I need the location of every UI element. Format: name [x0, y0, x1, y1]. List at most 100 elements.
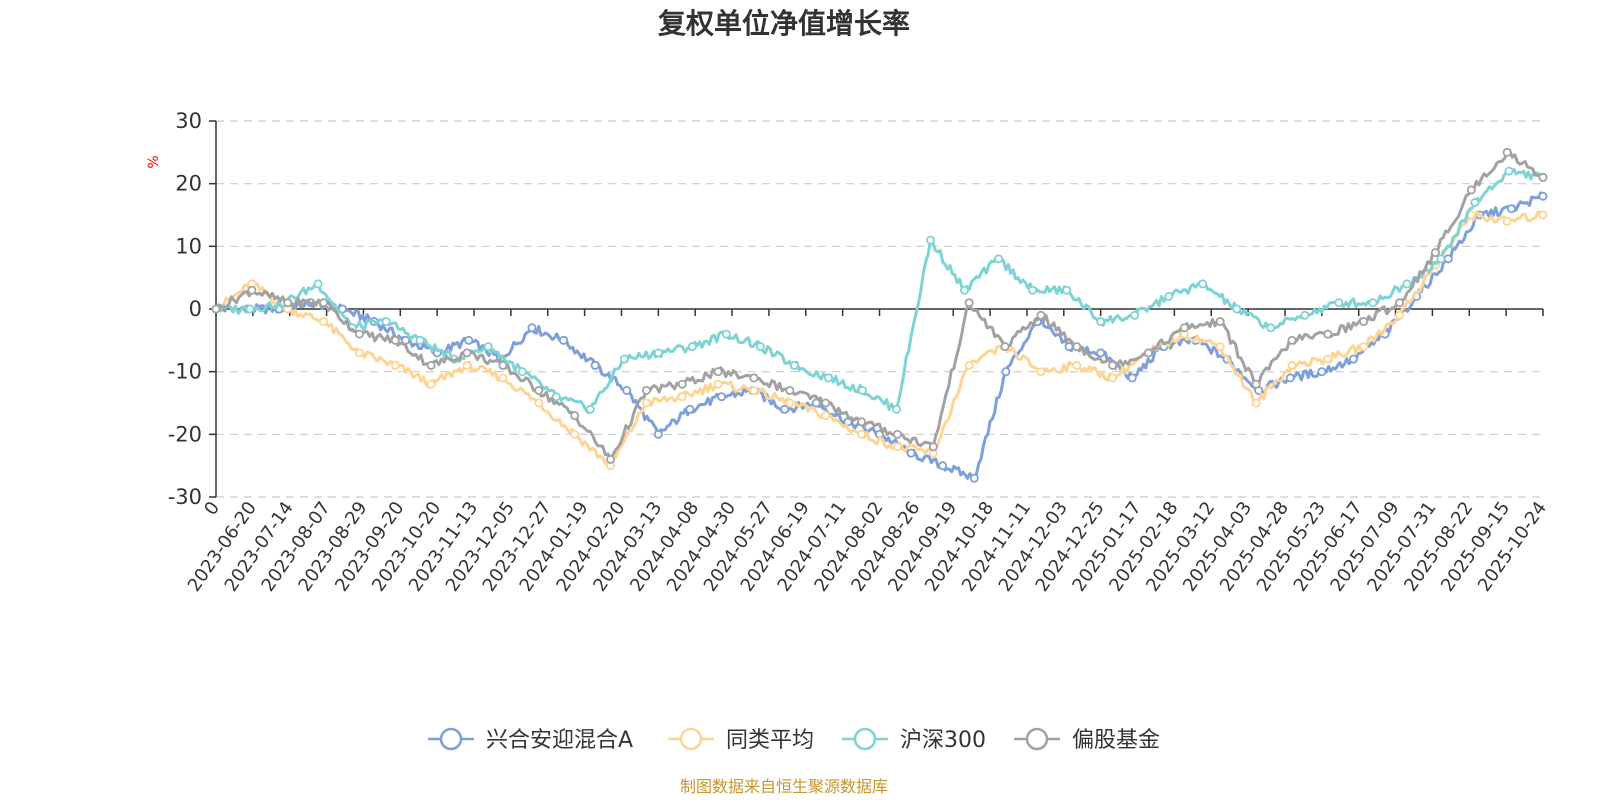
data-point[interactable] — [821, 411, 831, 421]
data-point[interactable] — [1436, 254, 1446, 264]
data-point[interactable] — [1285, 373, 1295, 383]
data-point[interactable] — [354, 329, 364, 339]
data-point[interactable] — [1395, 298, 1405, 308]
legend-item-3[interactable]: 偏股基金 — [1014, 727, 1160, 753]
data-point[interactable] — [464, 335, 474, 345]
data-point[interactable] — [1072, 342, 1082, 352]
legend-item-0[interactable]: 兴合安迎混合A — [428, 727, 633, 753]
data-point[interactable] — [721, 329, 731, 339]
data-point[interactable] — [892, 442, 902, 452]
data-point[interactable] — [749, 373, 759, 383]
data-point[interactable] — [1502, 216, 1512, 226]
data-point[interactable] — [1127, 373, 1137, 383]
data-point[interactable] — [994, 254, 1004, 264]
data-point[interactable] — [1198, 279, 1208, 289]
data-point[interactable] — [892, 404, 902, 414]
data-point[interactable] — [622, 385, 632, 395]
data-point[interactable] — [1334, 298, 1344, 308]
data-point[interactable] — [1036, 367, 1046, 377]
data-point[interactable] — [619, 354, 629, 364]
data-point[interactable] — [319, 317, 329, 327]
data-point[interactable] — [1502, 147, 1512, 157]
legend-item-1[interactable]: 同类平均 — [668, 727, 814, 753]
data-point[interactable] — [1215, 342, 1225, 352]
data-point[interactable] — [1395, 310, 1405, 320]
data-point[interactable] — [1368, 298, 1378, 308]
data-point[interactable] — [462, 360, 472, 370]
data-point[interactable] — [823, 373, 833, 383]
data-point[interactable] — [964, 298, 974, 308]
data-point[interactable] — [653, 429, 663, 439]
data-point[interactable] — [755, 342, 765, 352]
data-point[interactable] — [713, 367, 723, 377]
data-point[interactable] — [1000, 342, 1010, 352]
data-point[interactable] — [1300, 310, 1310, 320]
data-point[interactable] — [785, 398, 795, 408]
data-point[interactable] — [1251, 379, 1261, 389]
data-point[interactable] — [381, 317, 391, 327]
data-point[interactable] — [749, 385, 759, 395]
data-point[interactable] — [1143, 348, 1153, 358]
data-point[interactable] — [426, 379, 436, 389]
data-point[interactable] — [1096, 317, 1106, 327]
data-point[interactable] — [964, 360, 974, 370]
data-point[interactable] — [211, 304, 221, 314]
data-point[interactable] — [1028, 285, 1038, 295]
data-point[interactable] — [857, 429, 867, 439]
data-point[interactable] — [938, 461, 948, 471]
data-point[interactable] — [1538, 210, 1548, 220]
data-point[interactable] — [245, 304, 255, 314]
data-point[interactable] — [677, 392, 687, 402]
data-point[interactable] — [1287, 335, 1297, 345]
data-point[interactable] — [426, 360, 436, 370]
data-point[interactable] — [585, 404, 595, 414]
data-point[interactable] — [1443, 254, 1453, 264]
data-point[interactable] — [780, 404, 790, 414]
data-point[interactable] — [1036, 310, 1046, 320]
data-point[interactable] — [1402, 279, 1412, 289]
data-point[interactable] — [1470, 197, 1480, 207]
data-point[interactable] — [559, 335, 569, 345]
data-point[interactable] — [551, 392, 561, 402]
data-point[interactable] — [785, 385, 795, 395]
data-point[interactable] — [685, 404, 695, 414]
data-point[interactable] — [1062, 285, 1072, 295]
data-point[interactable] — [283, 298, 293, 308]
data-point[interactable] — [1287, 360, 1297, 370]
data-point[interactable] — [517, 367, 527, 377]
data-point[interactable] — [789, 360, 799, 370]
data-point[interactable] — [928, 442, 938, 452]
data-point[interactable] — [926, 235, 936, 245]
data-point[interactable] — [906, 448, 916, 458]
data-point[interactable] — [1538, 172, 1548, 182]
data-point[interactable] — [821, 398, 831, 408]
data-point[interactable] — [1538, 191, 1548, 201]
data-point[interactable] — [857, 417, 867, 427]
data-point[interactable] — [960, 285, 970, 295]
data-point[interactable] — [1323, 354, 1333, 364]
data-point[interactable] — [1072, 360, 1082, 370]
data-point[interactable] — [1266, 323, 1276, 333]
data-point[interactable] — [313, 279, 323, 289]
data-point[interactable] — [687, 342, 697, 352]
data-point[interactable] — [811, 398, 821, 408]
data-point[interactable] — [1430, 248, 1440, 258]
data-point[interactable] — [1504, 166, 1514, 176]
data-point[interactable] — [1130, 310, 1140, 320]
data-point[interactable] — [1317, 367, 1327, 377]
data-point[interactable] — [1251, 398, 1261, 408]
data-point[interactable] — [1215, 317, 1225, 327]
data-point[interactable] — [606, 454, 616, 464]
data-point[interactable] — [534, 385, 544, 395]
data-point[interactable] — [1323, 329, 1333, 339]
data-point[interactable] — [653, 348, 663, 358]
data-point[interactable] — [483, 342, 493, 352]
data-point[interactable] — [1359, 342, 1369, 352]
data-point[interactable] — [498, 360, 508, 370]
data-point[interactable] — [1096, 348, 1106, 358]
data-point[interactable] — [590, 360, 600, 370]
data-point[interactable] — [390, 360, 400, 370]
data-point[interactable] — [462, 348, 472, 358]
data-point[interactable] — [498, 373, 508, 383]
data-point[interactable] — [527, 323, 537, 333]
